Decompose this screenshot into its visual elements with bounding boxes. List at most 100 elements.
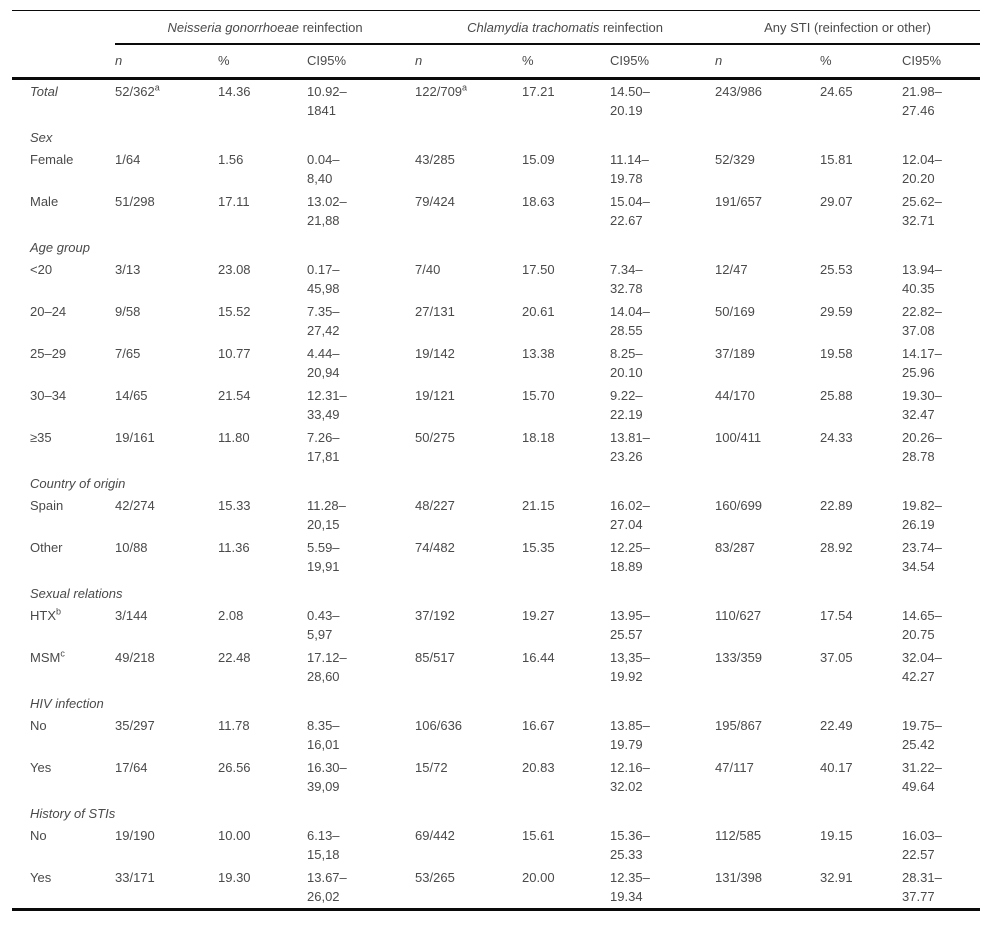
ci-line1: 7.26– xyxy=(307,430,340,445)
n-value: 53/265 xyxy=(415,870,455,885)
row-label-text: HTX xyxy=(30,608,56,623)
table-row: No 19/190 10.00 6.13– 15,18 69/442 15.61 15.36–… xyxy=(12,824,980,866)
ci-cell: 16.30– 39,09 xyxy=(307,756,415,798)
group-header-gonorrhoeae: Neisseria gonorrhoeae reinfection xyxy=(115,10,416,45)
ci-line1: 13.81– xyxy=(610,430,650,445)
ci-line2: 32.47 xyxy=(902,407,935,422)
pct-cell: 20.61 xyxy=(522,304,555,319)
n-cell: 7/40 xyxy=(415,258,522,300)
n-value: 7/40 xyxy=(415,262,441,277)
ci-cell: 8.25– 20.10 xyxy=(610,342,715,384)
group-header-row: Neisseria gonorrhoeae reinfection Chlamy… xyxy=(12,10,981,45)
ci-cell: 22.82– 37.08 xyxy=(902,300,980,342)
col-header-n: n xyxy=(415,44,523,80)
pct-cell: 24.33 xyxy=(820,430,853,445)
ci-line2: 23.26 xyxy=(610,449,643,464)
ci-cell: 32.04– 42.27 xyxy=(902,646,980,688)
pct-cell: 22.49 xyxy=(820,718,853,733)
ci-line2: 26.19 xyxy=(902,517,935,532)
n-value: 3/144 xyxy=(115,608,148,623)
pct-cell: 21.54 xyxy=(218,388,251,403)
n-cell: 74/482 xyxy=(415,536,522,578)
pct-cell: 10.77 xyxy=(218,346,251,361)
ci-line2: 33,49 xyxy=(307,407,340,422)
ci-line1: 20.26– xyxy=(902,430,942,445)
ci-cell: 16.02– 27.04 xyxy=(610,494,715,536)
pct-cell: 29.07 xyxy=(820,194,853,209)
n-cell: 160/699 xyxy=(715,494,820,536)
ci-line2: 20.75 xyxy=(902,627,935,642)
pct-cell: 18.63 xyxy=(522,194,555,209)
ci-cell: 0.04– 8,40 xyxy=(307,148,415,190)
ci-line2: 37.77 xyxy=(902,889,935,904)
ci-line2: 20.20 xyxy=(902,171,935,186)
ci-cell: 13.95– 25.57 xyxy=(610,604,715,646)
pct-cell: 23.08 xyxy=(218,262,251,277)
ci-line2: 28.78 xyxy=(902,449,935,464)
ci-line2: 5,97 xyxy=(307,627,333,642)
ci-line1: 0.04– xyxy=(307,152,340,167)
ci-line2: 19.78 xyxy=(610,171,643,186)
n-value: 106/636 xyxy=(415,718,463,733)
ci-line2: 42.27 xyxy=(902,669,935,684)
ci-line2: 20.10 xyxy=(610,365,643,380)
ci-cell: 4.44– 20,94 xyxy=(307,342,415,384)
group-header-any-sti: Any STI (reinfection or other) xyxy=(715,10,981,45)
footnote-marker: c xyxy=(60,648,65,659)
pct-cell: 17.11 xyxy=(218,194,250,209)
ci-cell: 13.81– 23.26 xyxy=(610,426,715,468)
n-cell: 7/65 xyxy=(115,342,218,384)
n-cell: 100/411 xyxy=(715,426,820,468)
ci-line2: 20.19 xyxy=(610,103,643,118)
section-row: Country of origin xyxy=(12,468,980,494)
row-label: 30–34 xyxy=(12,384,115,426)
n-value: 49/218 xyxy=(115,650,155,665)
row-label-text: Yes xyxy=(30,870,52,885)
row-label: Other xyxy=(12,536,115,578)
ci-line1: 19.82– xyxy=(902,498,942,513)
ci-line1: 5.59– xyxy=(307,540,340,555)
n-cell: 19/121 xyxy=(415,384,522,426)
n-value: 42/274 xyxy=(115,498,155,513)
n-cell: 12/47 xyxy=(715,258,820,300)
row-label: No xyxy=(12,714,115,756)
n-cell: 50/275 xyxy=(415,426,522,468)
table-body: Total 52/362a 14.36 10.92– 1841 122/709a 17.21… xyxy=(12,79,980,910)
n-value: 27/131 xyxy=(415,304,455,319)
ci-cell: 0.43– 5,97 xyxy=(307,604,415,646)
n-cell: 79/424 xyxy=(415,190,522,232)
ci-line2: 22.19 xyxy=(610,407,643,422)
row-label: Yes xyxy=(12,756,115,798)
pct-cell: 15.61 xyxy=(522,828,555,843)
ci-line1: 16.30– xyxy=(307,760,347,775)
ci-line2: 19.34 xyxy=(610,889,643,904)
row-label-text: ≥35 xyxy=(30,430,52,445)
row-label-text: 25–29 xyxy=(30,346,67,361)
pct-cell: 25.88 xyxy=(820,388,853,403)
ci-line2: 37.08 xyxy=(902,323,935,338)
n-value: 85/517 xyxy=(415,650,455,665)
ci-cell: 19.82– 26.19 xyxy=(902,494,980,536)
pct-cell: 11.78 xyxy=(218,718,250,733)
col-header-ci: CI95% xyxy=(307,44,416,80)
table-row: No 35/297 11.78 8.35– 16,01 106/636 16.67 13.85… xyxy=(12,714,980,756)
ci-line1: 17.12– xyxy=(307,650,347,665)
pct-cell: 15.52 xyxy=(218,304,251,319)
n-cell: 37/189 xyxy=(715,342,820,384)
ci-cell: 12.25– 18.89 xyxy=(610,536,715,578)
pct-cell: 15.33 xyxy=(218,498,251,513)
n-cell: 195/867 xyxy=(715,714,820,756)
row-label-text: Yes xyxy=(30,760,52,775)
table-row: 30–34 14/65 21.54 12.31– 33,49 19/121 15.70 9.2… xyxy=(12,384,980,426)
n-cell: 3/13 xyxy=(115,258,218,300)
sub-header-row: n % CI95% n % CI95% n % CI95% xyxy=(12,44,981,80)
ci-line1: 11.14– xyxy=(610,152,649,167)
pct-cell: 20.83 xyxy=(522,760,555,775)
n-cell: 9/58 xyxy=(115,300,218,342)
ci-cell: 14.50– 20.19 xyxy=(610,79,715,123)
n-cell: 51/298 xyxy=(115,190,218,232)
n-cell: 133/359 xyxy=(715,646,820,688)
ci-cell: 13.85– 19.79 xyxy=(610,714,715,756)
col-header-pct: % xyxy=(522,44,611,80)
ci-line2: 22.67 xyxy=(610,213,643,228)
